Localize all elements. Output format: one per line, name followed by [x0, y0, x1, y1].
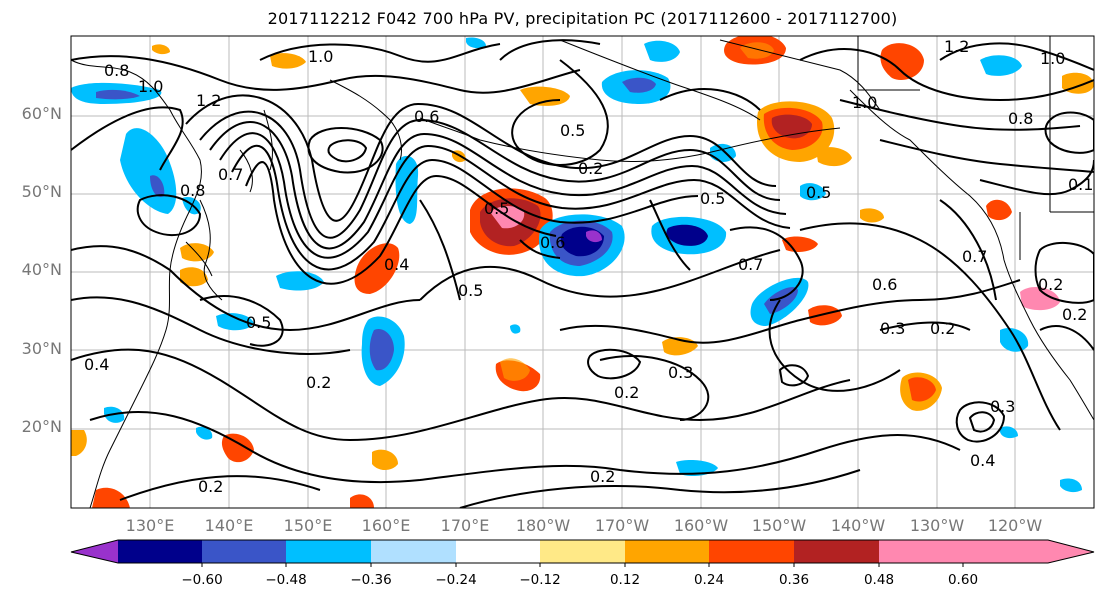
lat-label: 20°N: [21, 417, 62, 436]
precip-shading: [71, 36, 1094, 508]
contour-label: 0.3: [668, 363, 693, 382]
lon-label: 150°W: [751, 516, 807, 535]
contour-label: 1.0: [308, 47, 333, 66]
contour-label: 0.2: [306, 373, 331, 392]
lon-label: 170°E: [440, 516, 490, 535]
contour-label: 0.3: [990, 397, 1015, 416]
colorbar: [70, 539, 1095, 567]
lon-label: 170°W: [594, 516, 650, 535]
colorbar-tick-label: −0.36: [350, 572, 392, 588]
lat-label: 60°N: [21, 104, 62, 123]
contour-label: 0.5: [458, 281, 483, 300]
contour-label: 0.5: [484, 199, 509, 218]
colorbar-segment: [286, 540, 371, 563]
colorbar-extend-max: [963, 540, 1094, 563]
colorbar-segment: [794, 540, 879, 563]
colorbar-tick-label: 0.12: [609, 572, 641, 588]
colorbar-segment: [118, 540, 202, 563]
contour-label: 0.8: [104, 61, 129, 80]
lat-label: 50°N: [21, 182, 62, 201]
colorbar-segment: [371, 540, 456, 563]
colorbar-tick-label: −0.60: [181, 572, 223, 588]
colorbar-tick-label: 0.24: [693, 572, 725, 588]
contour-label: 0.2: [1062, 305, 1087, 324]
contour-label: 1.0: [138, 77, 163, 96]
contour-label: 0.7: [218, 165, 243, 184]
map-panel: 0.8 1.0 1.2 1.0 0.6 0.5 0.2 1.0 0.8 0.5 …: [71, 36, 1094, 508]
contour-label: 0.2: [1038, 275, 1063, 294]
contour-label: 1.0: [852, 93, 877, 112]
colorbar-segment: [456, 540, 540, 563]
colorbar-outline: [70, 539, 1095, 564]
map-frame: [70, 35, 1095, 509]
colorbar-segment: [625, 540, 709, 563]
contour-label: 0.7: [738, 255, 763, 274]
contour-label: 0.4: [84, 355, 109, 374]
colorbar-tick-label: 0.36: [778, 572, 810, 588]
contour-label: 0.2: [930, 319, 955, 338]
lon-label: 160°W: [673, 516, 729, 535]
contour-label: 0.5: [560, 121, 585, 140]
lat-label: 40°N: [21, 260, 62, 279]
contour-label: 0.6: [540, 233, 565, 252]
pv-contours: [71, 39, 1094, 508]
colorbar-tick-label: 0.48: [863, 572, 895, 588]
colorbar-segment: [709, 540, 794, 563]
contour-label: 0.5: [246, 313, 271, 332]
lon-label: 130°E: [125, 516, 175, 535]
contour-label: 1.0: [1040, 49, 1065, 68]
contour-label: 0.5: [700, 189, 725, 208]
contour-label: 1.2: [196, 91, 221, 110]
contour-label: 0.1: [1068, 175, 1093, 194]
lon-label: 130°W: [909, 516, 965, 535]
contour-label: 0.3: [880, 319, 905, 338]
contour-label: 0.2: [198, 477, 223, 496]
graticule: [71, 36, 1094, 508]
lon-label: 140°E: [204, 516, 254, 535]
colorbar-tick-label: 0.60: [947, 572, 979, 588]
contour-label: 0.4: [384, 255, 409, 274]
figure-title: 2017112212 F042 700 hPa PV, precipitatio…: [267, 9, 898, 28]
lon-label: 120°W: [987, 516, 1043, 535]
coastlines: [71, 36, 1094, 508]
contour-label: 0.7: [962, 247, 987, 266]
lon-label: 150°E: [283, 516, 333, 535]
contour-label: 0.6: [414, 107, 439, 126]
lat-label: 30°N: [21, 339, 62, 358]
colorbar-segment: [540, 540, 625, 563]
contour-label: 0.2: [614, 383, 639, 402]
colorbar-tick-label: −0.12: [519, 572, 561, 588]
contour-label: 0.5: [806, 183, 831, 202]
colorbar-tick-label: −0.24: [435, 572, 477, 588]
contour-label: 0.2: [590, 467, 615, 486]
lon-label: 160°E: [361, 516, 411, 535]
contour-label: 0.8: [180, 181, 205, 200]
colorbar-segment: [202, 540, 286, 563]
colorbar-segment: [879, 540, 963, 563]
contour-label: 0.4: [970, 451, 995, 470]
lon-label: 180°W: [515, 516, 571, 535]
contour-label: 0.8: [1008, 109, 1033, 128]
colorbar-tick-label: −0.48: [265, 572, 307, 588]
lon-label: 140°W: [830, 516, 886, 535]
contour-label: 0.2: [578, 159, 603, 178]
colorbar-extend-min: [71, 540, 118, 563]
contour-label: 0.6: [872, 275, 897, 294]
contour-label: 1.2: [944, 37, 969, 56]
